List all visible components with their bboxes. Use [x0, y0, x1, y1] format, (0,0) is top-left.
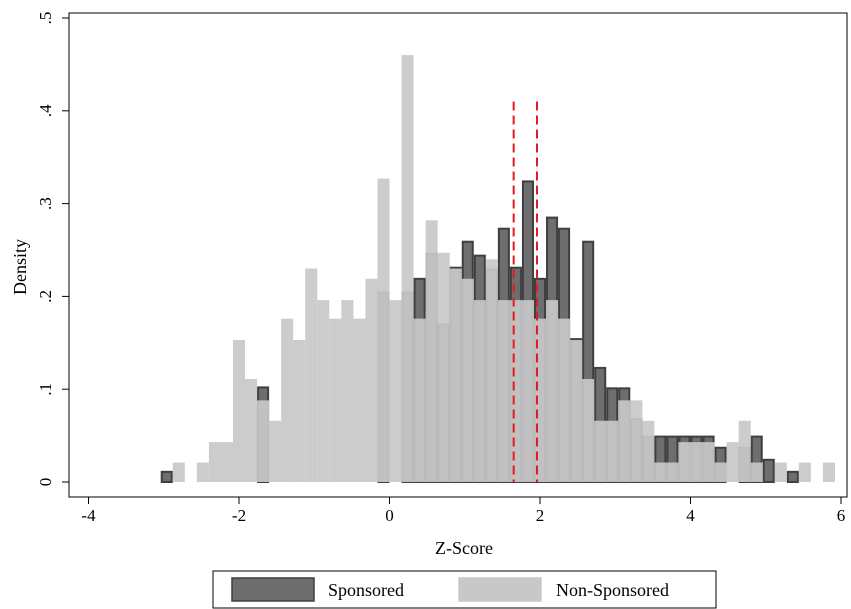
bar-non-sponsored [473, 300, 486, 482]
x-tick-label: 6 [837, 506, 846, 525]
x-tick-label: -2 [232, 506, 246, 525]
bar-non-sponsored [257, 400, 270, 482]
legend: Sponsored Non-Sponsored [212, 570, 717, 609]
x-tick-label: 0 [385, 506, 394, 525]
bar-non-sponsored [245, 378, 258, 482]
y-tick-label: .1 [36, 383, 55, 396]
bar-non-sponsored [208, 442, 221, 482]
bar-non-sponsored [220, 442, 233, 482]
legend-label-non-sponsored: Non-Sponsored [556, 580, 669, 600]
bar-non-sponsored [413, 318, 426, 482]
bar-sponsored [160, 470, 173, 483]
bar-non-sponsored [714, 462, 727, 482]
legend-swatch-non-sponsored [458, 577, 542, 602]
x-axis-title: Z-Score [435, 538, 493, 558]
bar-non-sponsored [281, 318, 294, 482]
x-axis: -4 -2 0 2 4 6 [81, 497, 845, 525]
bar-non-sponsored [497, 300, 510, 482]
bars-layer [160, 55, 835, 484]
bar-non-sponsored [425, 220, 438, 483]
bar-non-sponsored [317, 300, 330, 482]
bar-non-sponsored [533, 318, 547, 482]
bar-non-sponsored [822, 462, 835, 482]
bar-non-sponsored [401, 55, 414, 483]
y-tick-label: .5 [36, 12, 55, 25]
bar-non-sponsored [293, 340, 306, 482]
bar-non-sponsored [690, 442, 703, 482]
y-tick-label: 0 [36, 478, 55, 487]
bar-non-sponsored [196, 462, 209, 482]
bar-non-sponsored [353, 318, 366, 482]
plot-frame [68, 12, 848, 498]
bar-non-sponsored [606, 420, 619, 482]
bar-non-sponsored [618, 400, 631, 482]
bar-non-sponsored [654, 462, 667, 482]
bar-non-sponsored [558, 318, 571, 482]
bar-non-sponsored [461, 278, 474, 482]
bar-non-sponsored [594, 420, 607, 482]
y-tick-label: .3 [36, 197, 55, 210]
y-axis-title: Density [10, 239, 30, 295]
bar-non-sponsored [774, 462, 787, 482]
bar-non-sponsored [630, 400, 643, 482]
bar-non-sponsored [546, 300, 559, 482]
y-tick-label: .4 [36, 104, 55, 117]
bar-non-sponsored [341, 300, 354, 482]
x-tick-label: 2 [536, 506, 545, 525]
bar-non-sponsored [269, 420, 282, 482]
bar-sponsored [786, 470, 799, 483]
bar-non-sponsored [582, 378, 595, 482]
bar-non-sponsored [702, 442, 715, 482]
y-tick-label: .2 [36, 290, 55, 303]
bar-non-sponsored [666, 462, 679, 482]
bar-non-sponsored [485, 259, 498, 482]
bar-non-sponsored [738, 420, 751, 482]
bar-non-sponsored [750, 462, 763, 482]
bar-non-sponsored [798, 462, 811, 482]
bar-non-sponsored [232, 340, 246, 482]
bar-non-sponsored [642, 420, 655, 482]
legend-swatch-sponsored [231, 577, 315, 602]
bar-non-sponsored [389, 300, 402, 482]
legend-label-sponsored: Sponsored [328, 580, 404, 600]
y-axis: 0 .1 .2 .3 .4 .5 [36, 12, 69, 487]
bar-non-sponsored [509, 300, 522, 482]
reference-lines [512, 101, 538, 482]
bar-non-sponsored [570, 340, 583, 482]
bar-non-sponsored [726, 442, 739, 482]
bar-non-sponsored [377, 178, 390, 483]
bar-non-sponsored [172, 462, 185, 482]
bar-non-sponsored [305, 268, 318, 482]
bar-non-sponsored [678, 442, 691, 482]
bar-non-sponsored [521, 300, 534, 482]
x-tick-label: 4 [686, 506, 695, 525]
bar-non-sponsored [329, 318, 342, 482]
x-tick-label: -4 [81, 506, 96, 525]
bar-non-sponsored [365, 278, 378, 482]
bar-non-sponsored [437, 252, 450, 482]
bar-non-sponsored [449, 268, 462, 482]
bar-sponsored [762, 458, 775, 483]
